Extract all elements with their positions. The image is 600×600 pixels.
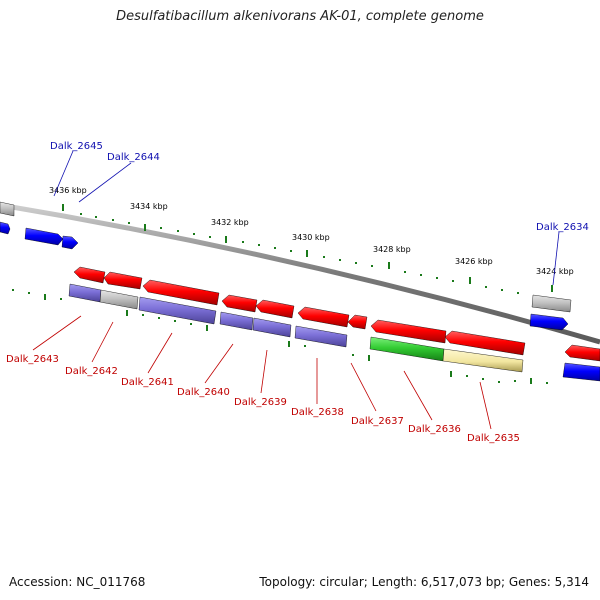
top-gene-labels: Dalk_2645 Dalk_2644 Dalk_2634	[50, 141, 589, 286]
tick-label-3436: 3436 kbp	[49, 186, 87, 195]
gene-feature[interactable]	[294, 325, 348, 348]
gene-label-dalk-2635[interactable]: Dalk_2635	[467, 433, 520, 444]
gene-feature[interactable]	[73, 266, 106, 284]
gene-label-dalk-2641[interactable]: Dalk_2641	[121, 377, 174, 388]
gene-label-dalk-2638[interactable]: Dalk_2638	[291, 407, 344, 418]
gene-feature[interactable]	[99, 289, 139, 310]
tick-label-3434: 3434 kbp	[130, 202, 168, 211]
gene-feature[interactable]	[0, 221, 11, 235]
tick-label-3428: 3428 kbp	[373, 245, 411, 254]
gene-feature[interactable]	[444, 330, 526, 356]
genome-summary-text: Topology: circular; Length: 6,517,073 bp…	[259, 575, 589, 589]
tick-label-3430: 3430 kbp	[292, 233, 330, 242]
gene-label-dalk-2636[interactable]: Dalk_2636	[408, 424, 461, 435]
gene-label-dalk-2643[interactable]: Dalk_2643	[6, 354, 59, 365]
gene-feature[interactable]	[347, 314, 368, 330]
gene-feature[interactable]	[61, 235, 79, 250]
gene-feature[interactable]	[442, 348, 524, 373]
gene-feature[interactable]	[252, 317, 292, 338]
gene-feature[interactable]	[370, 319, 447, 344]
accession-text: Accession: NC_011768	[9, 575, 146, 589]
gene-feature[interactable]	[103, 271, 143, 290]
gene-label-dalk-2634[interactable]: Dalk_2634	[536, 222, 589, 233]
tick-label-3432: 3432 kbp	[211, 218, 249, 227]
gene-feature[interactable]	[219, 311, 254, 331]
gene-feature[interactable]	[0, 201, 15, 217]
gene-feature[interactable]	[255, 299, 295, 319]
gene-feature[interactable]	[138, 296, 217, 325]
map-title: Desulfatibacillum alkenivorans AK-01, co…	[116, 9, 484, 24]
gene-label-dalk-2639[interactable]: Dalk_2639	[234, 397, 287, 408]
inner-tick-ring	[12, 289, 548, 384]
outer-tick-ring	[62, 204, 553, 294]
tick-label-3426: 3426 kbp	[455, 257, 493, 266]
gene-feature[interactable]	[564, 344, 600, 362]
gene-label-dalk-2645[interactable]: Dalk_2645	[50, 141, 103, 152]
gene-feature[interactable]	[529, 313, 569, 331]
gene-feature[interactable]	[562, 362, 600, 382]
gene-feature[interactable]	[531, 294, 572, 313]
genome-backbone	[0, 202, 600, 345]
gene-feature[interactable]	[221, 294, 258, 313]
gene-label-dalk-2640[interactable]: Dalk_2640	[177, 387, 230, 398]
gene-feature[interactable]	[68, 283, 102, 303]
bottom-gene-labels	[32, 315, 492, 430]
gene-feature[interactable]	[297, 306, 350, 328]
gene-label-dalk-2637[interactable]: Dalk_2637	[351, 416, 404, 427]
gene-feature[interactable]	[24, 227, 64, 246]
gene-label-dalk-2642[interactable]: Dalk_2642	[65, 366, 118, 377]
forward-strand-features	[0, 201, 572, 331]
gene-feature[interactable]	[142, 279, 220, 306]
gene-label-dalk-2644[interactable]: Dalk_2644	[107, 152, 160, 163]
reverse-strand-features	[68, 266, 600, 382]
